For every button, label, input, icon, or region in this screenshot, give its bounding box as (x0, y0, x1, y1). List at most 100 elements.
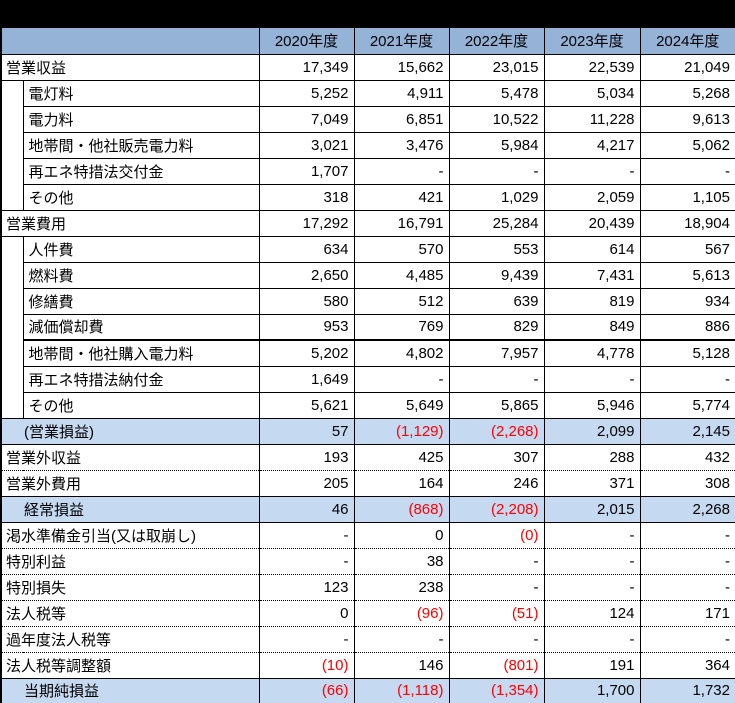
value-cell: 238 (353, 574, 450, 601)
row-label: 減価償却費 (22, 314, 260, 341)
table-row: 営業収益 17,349 15,662 23,015 22,539 21,049 (0, 54, 735, 81)
value-cell: 16,791 (353, 210, 450, 237)
value-cell: 4,485 (353, 262, 450, 289)
value-cell: - (543, 626, 641, 653)
value-cell: 38 (353, 548, 450, 575)
value-cell: 22,539 (543, 54, 641, 81)
value-cell: 512 (353, 288, 450, 315)
row-label: 渇水準備金引当(又は取崩し) (0, 522, 260, 549)
value-cell: 5,865 (448, 392, 545, 419)
row-label: 特別利益 (0, 548, 260, 575)
value-cell: - (353, 158, 450, 185)
value-cell: (1,118) (353, 678, 450, 703)
value-cell: 9,439 (448, 262, 545, 289)
value-cell: (66) (258, 678, 355, 703)
table-row: 地帯間・他社購入電力料 5,202 4,802 7,957 4,778 5,128 (1, 340, 735, 367)
value-cell: 425 (353, 444, 450, 471)
table-row: 営業費用 17,292 16,791 25,284 20,439 18,904 (0, 210, 735, 237)
table-row: 経常損益 46 (868) (2,208) 2,015 2,268 (0, 496, 735, 523)
row-label: 電力料 (22, 106, 260, 133)
value-cell: 1,700 (543, 678, 641, 703)
row-label: 特別損失 (0, 574, 260, 601)
value-cell: (2,208) (448, 496, 545, 523)
value-cell: 769 (353, 314, 450, 341)
row-label: 営業収益 (0, 54, 260, 81)
row-label: 再エネ特措法納付金 (22, 366, 260, 393)
value-cell: - (543, 574, 641, 601)
row-label: その他 (22, 184, 260, 211)
row-label: 修繕費 (22, 288, 260, 315)
value-cell: (96) (353, 600, 450, 627)
value-cell: 570 (353, 236, 450, 263)
table-row: 当期純損益 (66) (1,118) (1,354) 1,700 1,732 (0, 678, 735, 703)
value-cell: 15,662 (353, 54, 450, 81)
table-row: 電力料 7,049 6,851 10,522 11,228 9,613 (1, 106, 735, 133)
value-cell: 849 (543, 314, 641, 341)
table-row: 法人税等 0 (96) (51) 124 171 (0, 600, 735, 627)
value-cell: 3,476 (353, 132, 450, 159)
value-cell: 2,015 (543, 496, 641, 523)
row-label: 経常損益 (0, 496, 260, 523)
value-cell: (868) (353, 496, 450, 523)
value-cell: 1,707 (258, 158, 355, 185)
value-cell: - (639, 626, 735, 653)
value-cell: 191 (543, 652, 641, 679)
row-label: 燃料費 (22, 262, 260, 289)
value-cell: 580 (258, 288, 355, 315)
value-cell: 934 (639, 288, 735, 315)
value-cell: (1,354) (448, 678, 545, 703)
value-cell: 371 (543, 470, 641, 497)
value-cell: 46 (258, 496, 355, 523)
value-cell: - (639, 158, 735, 185)
value-cell: 5,034 (543, 80, 641, 107)
table-row: 法人税等調整額 (10) 146 (801) 191 364 (0, 652, 735, 679)
value-cell: 3,021 (258, 132, 355, 159)
value-cell: 886 (639, 314, 735, 341)
row-label: 営業費用 (0, 210, 260, 237)
year-header-2024: 2024年度 (639, 27, 735, 55)
value-cell: 2,059 (543, 184, 641, 211)
header-row: 2020年度 2021年度 2022年度 2023年度 2024年度 (0, 27, 735, 55)
table-row: 再エネ特措法納付金 1,649- - - - (1, 366, 735, 393)
row-label: 法人税等調整額 (0, 652, 260, 679)
table-row: その他 5,621 5,649 5,865 5,946 5,774 (1, 392, 735, 419)
value-cell: - (258, 522, 355, 549)
value-cell: (2,268) (448, 418, 545, 445)
table-row: その他 318 421 1,029 2,059 1,105 (1, 184, 735, 211)
value-cell: - (258, 548, 355, 575)
value-cell: 205 (258, 470, 355, 497)
value-cell: 5,478 (448, 80, 545, 107)
value-cell: 432 (639, 444, 735, 471)
value-cell: 57 (258, 418, 355, 445)
value-cell: - (543, 366, 641, 393)
row-label: 電灯料 (22, 80, 260, 107)
value-cell: 6,851 (353, 106, 450, 133)
table-row: 営業外収益 193 425 307 288 432 (0, 444, 735, 471)
value-cell: (51) (448, 600, 545, 627)
value-cell: - (639, 548, 735, 575)
value-cell: (801) (448, 652, 545, 679)
value-cell: 1,029 (448, 184, 545, 211)
value-cell: 5,946 (543, 392, 641, 419)
value-cell: 4,802 (353, 340, 450, 367)
row-label: 地帯間・他社販売電力料 (22, 132, 260, 159)
value-cell: 308 (639, 470, 735, 497)
value-cell: 1,649 (258, 366, 355, 393)
table-row: 特別利益 -38- - - (0, 548, 735, 575)
table-row: 地帯間・他社販売電力料 3,021 3,476 5,984 4,217 5,062 (1, 132, 735, 159)
value-cell: 0 (353, 522, 450, 549)
table-row: 修繕費 580 512 639 819 934 (1, 288, 735, 315)
value-cell: 553 (448, 236, 545, 263)
value-cell: - (353, 366, 450, 393)
row-label: 再エネ特措法交付金 (22, 158, 260, 185)
value-cell: 7,957 (448, 340, 545, 367)
value-cell: 1,105 (639, 184, 735, 211)
row-label: 過年度法人税等 (0, 626, 260, 653)
value-cell: 288 (543, 444, 641, 471)
year-header-2020: 2020年度 (258, 27, 355, 55)
value-cell: 614 (543, 236, 641, 263)
value-cell: 2,268 (639, 496, 735, 523)
value-cell: 17,292 (258, 210, 355, 237)
value-cell: - (448, 626, 545, 653)
